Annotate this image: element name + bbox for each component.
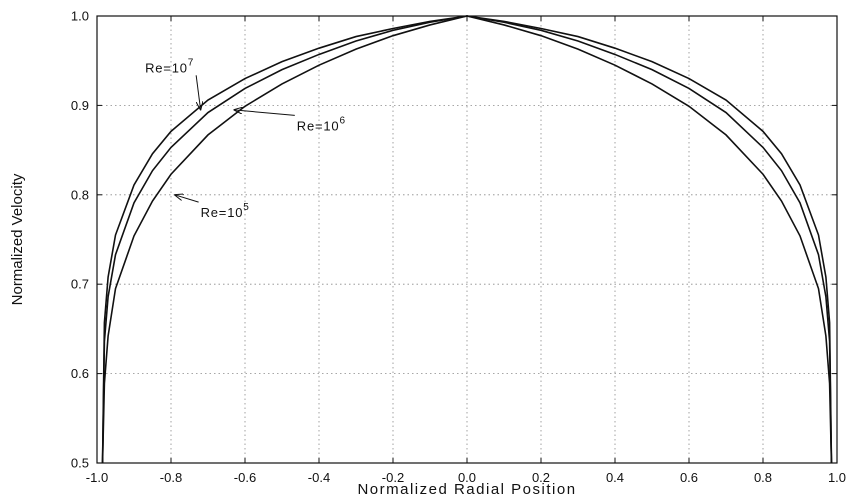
y-tick-label: 0.9 [71,98,89,113]
annotation-label: Re=107 [145,57,194,75]
x-axis-ticks: -1.0 -0.8 -0.6 -0.4 -0.2 0.0 0.2 0.4 0.6 0.8 1.0 [86,16,846,485]
annotation-arrow [195,75,200,110]
x-axis-label: Normalized Radial Position [357,481,576,498]
x-tick-label: -0.2 [382,470,404,485]
x-tick-label: 0.8 [754,470,772,485]
plot-frame [96,15,838,464]
x-tick-label: 0.0 [458,470,476,485]
x-tick-label: 0.4 [606,470,624,485]
x-tick-label: -0.6 [234,470,256,485]
x-tick-label: -0.8 [160,470,182,485]
y-tick-label: 0.8 [71,187,89,202]
y-axis-label: Normalized Velocity [9,173,26,305]
y-tick-label: 0.5 [71,456,89,471]
y-tick-label: 0.6 [71,366,89,381]
x-tick-label: -1.0 [86,470,108,485]
y-tick-label: 0.7 [71,277,89,292]
series-curves [101,15,833,464]
x-tick-label: 0.2 [532,470,550,485]
y-axis-ticks: 0.5 0.6 0.7 0.8 0.9 1.0 [71,9,837,471]
annotation-arrow [175,195,199,203]
series-line-re-1e5 [101,15,833,464]
x-tick-label: -0.4 [308,470,330,485]
annotation-label: Re=106 [297,115,346,133]
x-tick-label: 1.0 [828,470,846,485]
series-annotations: Re=107 Re=106 Re=105 [145,57,346,220]
x-tick-label: 0.6 [680,470,698,485]
annotation-label: Re=105 [201,202,250,220]
series-line-re-1e7 [101,15,833,464]
grid [97,16,837,463]
series-line-re-1e6 [101,15,833,464]
annotation-arrow [234,110,295,116]
y-tick-label: 1.0 [71,9,89,24]
